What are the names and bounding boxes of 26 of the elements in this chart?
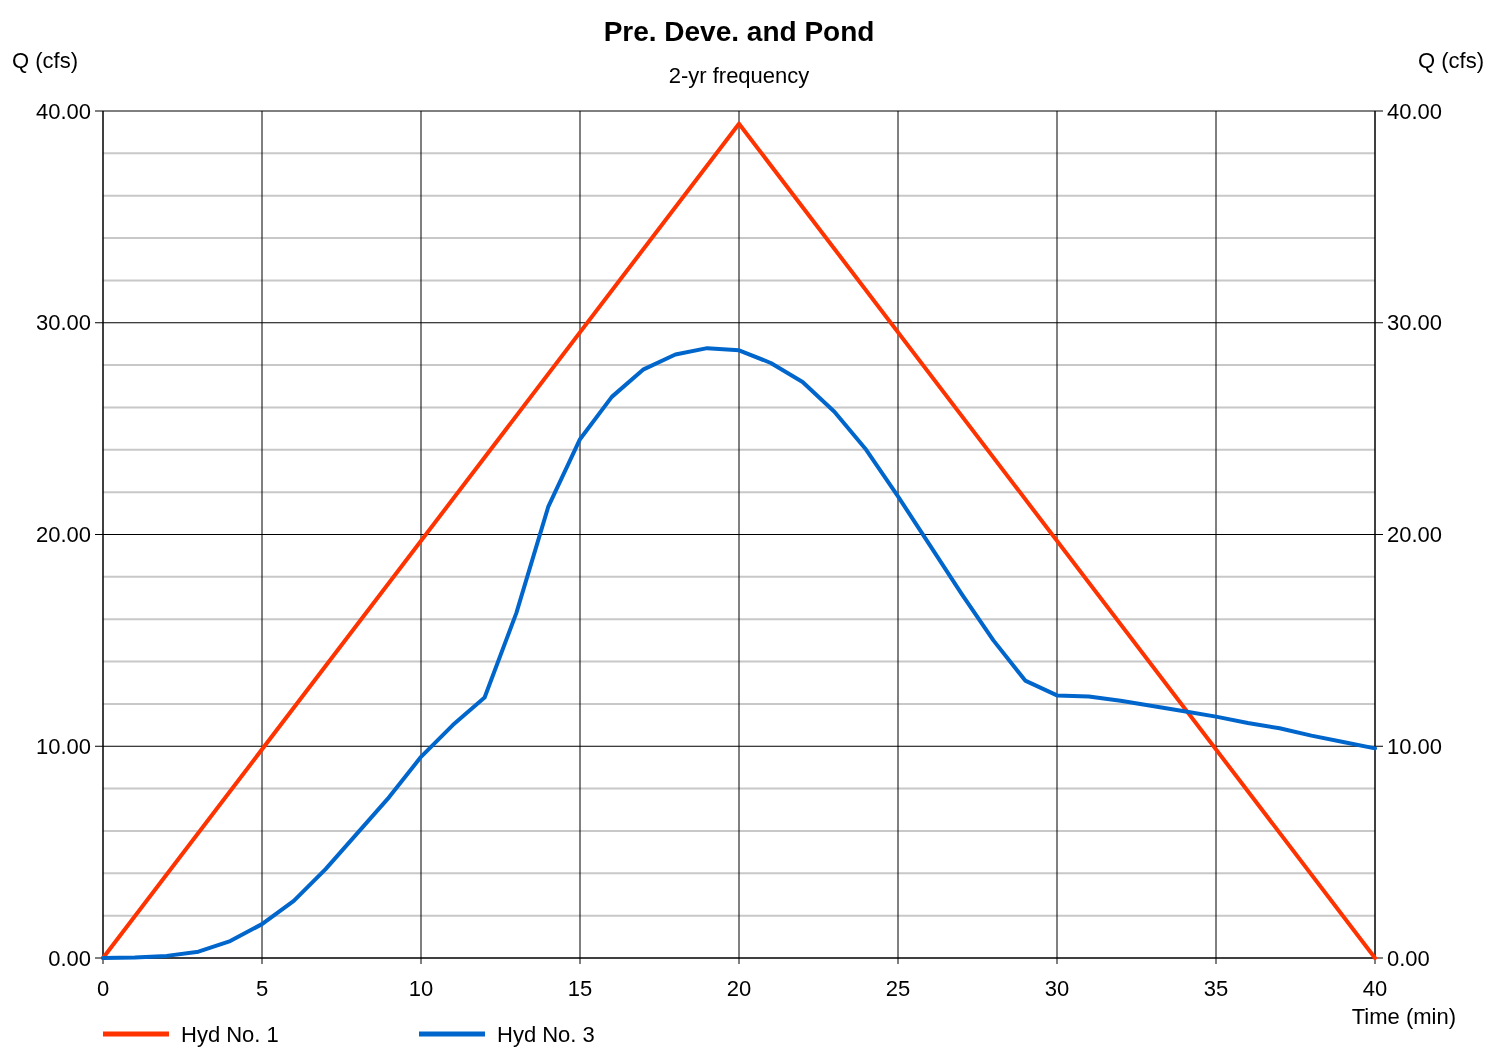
y2-tick-label: 0.00: [1387, 945, 1430, 971]
x-tick-label: 30: [1044, 976, 1070, 1001]
x-tick-label: 5: [255, 976, 269, 1001]
legend-label: Hyd No. 1: [181, 1022, 279, 1047]
x-tick-label: 0: [96, 976, 110, 1001]
x-tick-label: 10: [408, 976, 434, 1001]
y2-axis-title: Q (cfs): [1418, 48, 1484, 73]
y-tick-label: 30.00: [35, 310, 91, 336]
y-tick-label: 0.00: [48, 945, 91, 971]
chart-title: Pre. Deve. and Pond: [603, 16, 875, 47]
y-tick-label: 40.00: [35, 98, 91, 124]
y-tick-label: 10.00: [35, 733, 91, 759]
x-tick-label: 40: [1362, 976, 1388, 1001]
y2-tick-label: 40.00: [1387, 98, 1443, 124]
x-tick-label: 15: [567, 976, 593, 1001]
y-tick-label: 20.00: [35, 522, 91, 548]
x-tick-label: 20: [726, 976, 752, 1001]
chart-subtitle: 2-yr frequency: [668, 63, 810, 88]
y2-tick-label: 30.00: [1387, 310, 1443, 336]
x-tick-label: 25: [885, 976, 911, 1001]
legend-label: Hyd No. 3: [497, 1022, 595, 1047]
x-tick-label: 35: [1203, 976, 1229, 1001]
y-axis-title: Q (cfs): [12, 48, 78, 73]
x-axis-title: Time (min): [1351, 1004, 1456, 1029]
y2-tick-label: 20.00: [1387, 522, 1443, 548]
y2-tick-label: 10.00: [1387, 733, 1443, 759]
